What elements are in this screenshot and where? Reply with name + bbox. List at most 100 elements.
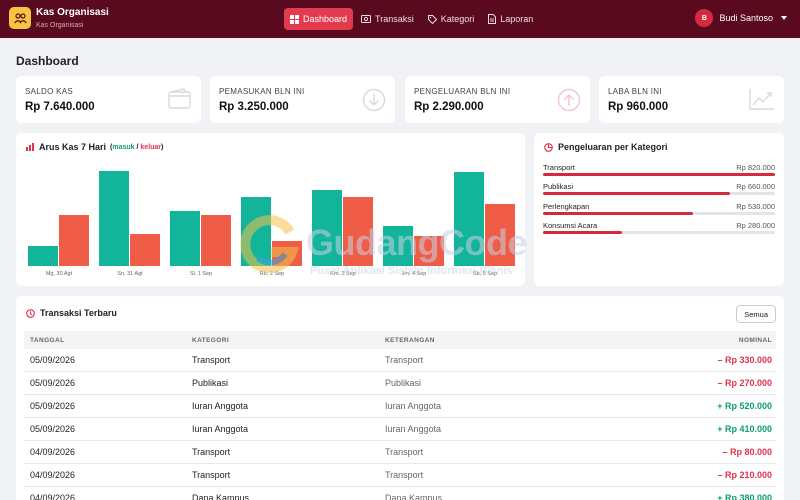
cell-category: Iuran Anggota: [192, 401, 249, 411]
stat-label: LABA BLN INI: [608, 87, 662, 96]
stat-card-saldo: SALDO KAS Rp 7.640.000: [16, 76, 201, 123]
cell-amount: + Rp 410.000: [717, 424, 772, 434]
col-desc-header: KETERANGAN: [385, 336, 435, 344]
stat-card-pemasukan: PEMASUKAN BLN INI Rp 3.250.000: [210, 76, 395, 123]
cell-amount: – Rp 210.000: [717, 470, 772, 480]
category-bar-fill: [543, 173, 775, 176]
watermark-tagline: Pusat Aplikasi Sistem Informasi Bisnis: [310, 265, 513, 277]
legend-sep: /: [134, 143, 141, 151]
bar-keluar-1: [130, 234, 160, 266]
bar-masuk-6: [454, 172, 484, 266]
cell-amount: – Rp 270.000: [717, 378, 772, 388]
tag-icon: [427, 14, 437, 24]
cash-icon: [361, 15, 372, 23]
table-body: 05/09/2026 Transport Transport – Rp 330.000…: [24, 349, 776, 500]
user-menu[interactable]: B Budi Santoso: [695, 9, 787, 27]
bar-masuk-1: [99, 171, 129, 266]
watermark: GudangCode Pusat Aplikasi Sistem Informa…: [238, 212, 568, 280]
nav-kategori[interactable]: Kategori: [422, 8, 481, 30]
category-card-title-text: Pengeluaran per Kategori: [558, 142, 668, 152]
arrow-up-circle-icon: [557, 88, 581, 112]
trend-chart-icon: [749, 89, 774, 110]
category-amount: Rp 280.000: [736, 221, 775, 230]
category-amount: Rp 530.000: [736, 202, 775, 211]
col-category-header: KATEGORI: [192, 336, 230, 344]
cell-desc: Dana Kampus: [385, 493, 443, 500]
dashboard-icon: [290, 14, 299, 24]
bar-masuk-0: [28, 246, 58, 266]
cell-desc: Transport: [385, 355, 424, 365]
cell-date: 05/09/2026: [30, 401, 76, 411]
col-date-header: TANGGAL: [30, 336, 65, 344]
cell-amount: – Rp 330.000: [717, 355, 772, 365]
nav-laporan[interactable]: Laporan: [482, 8, 539, 30]
table-row[interactable]: 04/09/2026 Dana Kampus Dana Kampus + Rp 380…: [24, 487, 776, 500]
category-bar-fill: [543, 231, 623, 234]
bar-keluar-4: [343, 197, 373, 266]
x-tick-label: Rb, 2 Sep: [260, 271, 284, 277]
cell-amount: + Rp 520.000: [717, 401, 772, 411]
wallet-icon: [168, 88, 191, 109]
user-name: Budi Santoso: [719, 13, 773, 23]
main-nav: Dashboard Transaksi Kategori Laporan: [284, 8, 541, 30]
category-name: Publikasi: [543, 182, 574, 191]
nav-laporan-label: Laporan: [500, 14, 534, 24]
category-amount: Rp 660.000: [736, 182, 775, 191]
x-tick-label: Km, 3 Sep: [330, 271, 356, 277]
avatar: B: [695, 9, 714, 27]
bar-keluar-5: [414, 236, 444, 266]
category-name: Konsumsi Acara: [543, 221, 598, 230]
category-bar-fill: [543, 212, 693, 215]
bar-masuk-4: [312, 190, 342, 266]
legend-keluar: keluar: [140, 143, 162, 151]
cell-date: 05/09/2026: [30, 378, 76, 388]
table-row[interactable]: 04/09/2026 Transport Transport – Rp 80.000: [24, 441, 776, 464]
cell-amount: + Rp 380.000: [717, 493, 772, 500]
cell-category: Transport: [192, 470, 231, 480]
bar-masuk-2: [170, 211, 200, 266]
col-amount-header: NOMINAL: [738, 336, 772, 344]
stat-value: Rp 2.290.000: [414, 101, 484, 113]
transactions-table: TANGGAL KATEGORI KETERANGAN NOMINAL 05/0…: [24, 331, 776, 500]
stat-label: SALDO KAS: [25, 87, 74, 96]
x-tick-label: Mg, 30 Agt: [46, 271, 73, 277]
transactions-card: Transaksi Terbaru: [16, 296, 784, 500]
cell-category: Transport: [192, 355, 231, 365]
gudangcode-logo-icon: [240, 215, 300, 274]
x-tick-label: Sl, 1 Sep: [190, 271, 212, 277]
category-amount: Rp 820.000: [736, 163, 775, 172]
table-row[interactable]: 05/09/2026 Iuran Anggota Iuran Anggota + Rp…: [24, 395, 776, 418]
arrow-down-circle-icon: [362, 88, 386, 112]
bar-chart-icon: [26, 143, 34, 151]
transactions-title-text: Transaksi Terbaru: [40, 308, 117, 318]
bar-masuk-5: [383, 226, 413, 266]
stat-label: PENGELUARAN BLN INI: [414, 87, 511, 96]
nav-kategori-label: Kategori: [440, 14, 475, 24]
stat-card-pengeluaran: PENGELUARAN BLN INI Rp 2.290.000: [405, 76, 590, 123]
table-row[interactable]: 04/09/2026 Transport Transport – Rp 210.000: [24, 464, 776, 487]
cashflow-title: Arus Kas 7 Hari (masuk / keluar): [26, 142, 163, 152]
nav-dashboard[interactable]: Dashboard: [284, 8, 354, 30]
view-all-button[interactable]: Semua: [736, 305, 776, 323]
top-navbar: Kas Organisasi Kas Organisasi Dashboard …: [0, 0, 800, 38]
category-bar-track: [543, 212, 775, 215]
nav-transaksi-label: Transaksi: [375, 14, 414, 24]
transactions-title: Transaksi Terbaru: [26, 308, 117, 318]
x-tick-label: Sb, 5 Sep: [473, 271, 497, 277]
brand[interactable]: Kas Organisasi Kas Organisasi: [9, 7, 109, 29]
stat-value: Rp 960.000: [608, 101, 669, 113]
stat-card-laba: LABA BLN INI Rp 960.000: [599, 76, 784, 123]
category-bar-track: [543, 231, 775, 234]
table-row[interactable]: 05/09/2026 Publikasi Publikasi – Rp 270.000: [24, 372, 776, 395]
category-card-title: Pengeluaran per Kategori: [544, 142, 668, 152]
watermark-name: GudangCode: [306, 222, 527, 263]
category-bar-track: [543, 192, 775, 195]
cell-desc: Iuran Anggota: [385, 401, 442, 411]
legend-masuk: masuk: [112, 143, 135, 151]
table-row[interactable]: 05/09/2026 Iuran Anggota Iuran Anggota + Rp…: [24, 418, 776, 441]
cell-category: Dana Kampus: [192, 493, 250, 500]
app-subtitle: Kas Organisasi: [36, 21, 84, 29]
nav-transaksi[interactable]: Transaksi: [355, 8, 420, 30]
bar-keluar-0: [59, 215, 89, 266]
table-row[interactable]: 05/09/2026 Transport Transport – Rp 330.000: [24, 349, 776, 372]
